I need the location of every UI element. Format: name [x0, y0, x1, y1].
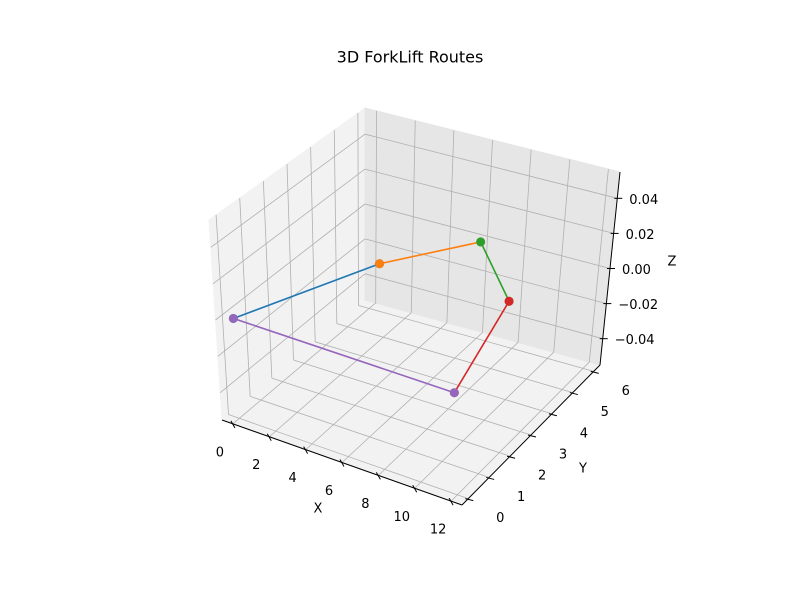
grid-line [250, 395, 490, 478]
x-tick-label: 6 [325, 484, 333, 499]
route-point [476, 237, 486, 247]
grid-line [228, 414, 469, 500]
y-tick-label: 4 [580, 426, 588, 441]
grid-line [215, 203, 366, 321]
y-tick [548, 413, 558, 417]
x-axis-label: X [314, 502, 323, 517]
y-tick [465, 498, 474, 502]
grid-line [336, 323, 573, 393]
y-tick [527, 434, 537, 438]
z-tick-label: 0.00 [622, 263, 651, 278]
grid-line [315, 341, 553, 415]
grid-line [364, 238, 607, 304]
grid-line [358, 305, 594, 372]
grid-line [364, 203, 611, 269]
x-tick-label: 10 [393, 510, 410, 525]
route-line [233, 317, 455, 394]
y-tick [506, 455, 516, 459]
x-tick-label: 0 [216, 445, 224, 460]
x-axis-line [221, 419, 463, 506]
x-tick-label: 8 [361, 497, 369, 512]
z-tick-label: 0.04 [629, 193, 658, 208]
grid-line [364, 273, 603, 340]
y-tick-label: 0 [496, 511, 504, 526]
x-tick-label: 2 [252, 458, 260, 473]
z-tick-label: 0.02 [626, 228, 655, 243]
grid-line [219, 273, 366, 394]
route-point [504, 296, 514, 306]
z-axis-label: Z [668, 255, 677, 270]
route-line [379, 241, 481, 265]
y-tick-label: 3 [559, 448, 567, 463]
grid-line [217, 238, 366, 357]
grid-line [210, 133, 366, 248]
chart-title: 3D ForkLift Routes [337, 48, 484, 67]
grid-line [364, 133, 618, 199]
grid-line [293, 359, 532, 436]
route-point [449, 388, 459, 398]
z-axis-line [599, 171, 621, 366]
grid-line [212, 168, 366, 284]
route-point [228, 313, 238, 323]
route-line [453, 300, 510, 394]
z-tick-label: −0.04 [615, 333, 655, 348]
x-tick-label: 4 [288, 471, 296, 486]
y-tick-label: 5 [601, 405, 609, 420]
z-tick-label: −0.02 [618, 298, 658, 313]
y-tick [486, 476, 495, 480]
y-axis-label: Y [578, 462, 587, 477]
x-tick-label: 12 [430, 523, 447, 538]
y-tick-label: 6 [622, 384, 630, 399]
route-line [479, 241, 510, 302]
route-point [375, 259, 385, 269]
y-tick-label: 1 [517, 490, 525, 505]
y-tick [590, 370, 599, 374]
route-line [233, 262, 380, 320]
y-tick-label: 2 [538, 469, 546, 484]
y-axis-line [461, 364, 601, 506]
y-tick [569, 392, 578, 396]
grid-line [364, 168, 614, 234]
grid-line [271, 377, 511, 457]
